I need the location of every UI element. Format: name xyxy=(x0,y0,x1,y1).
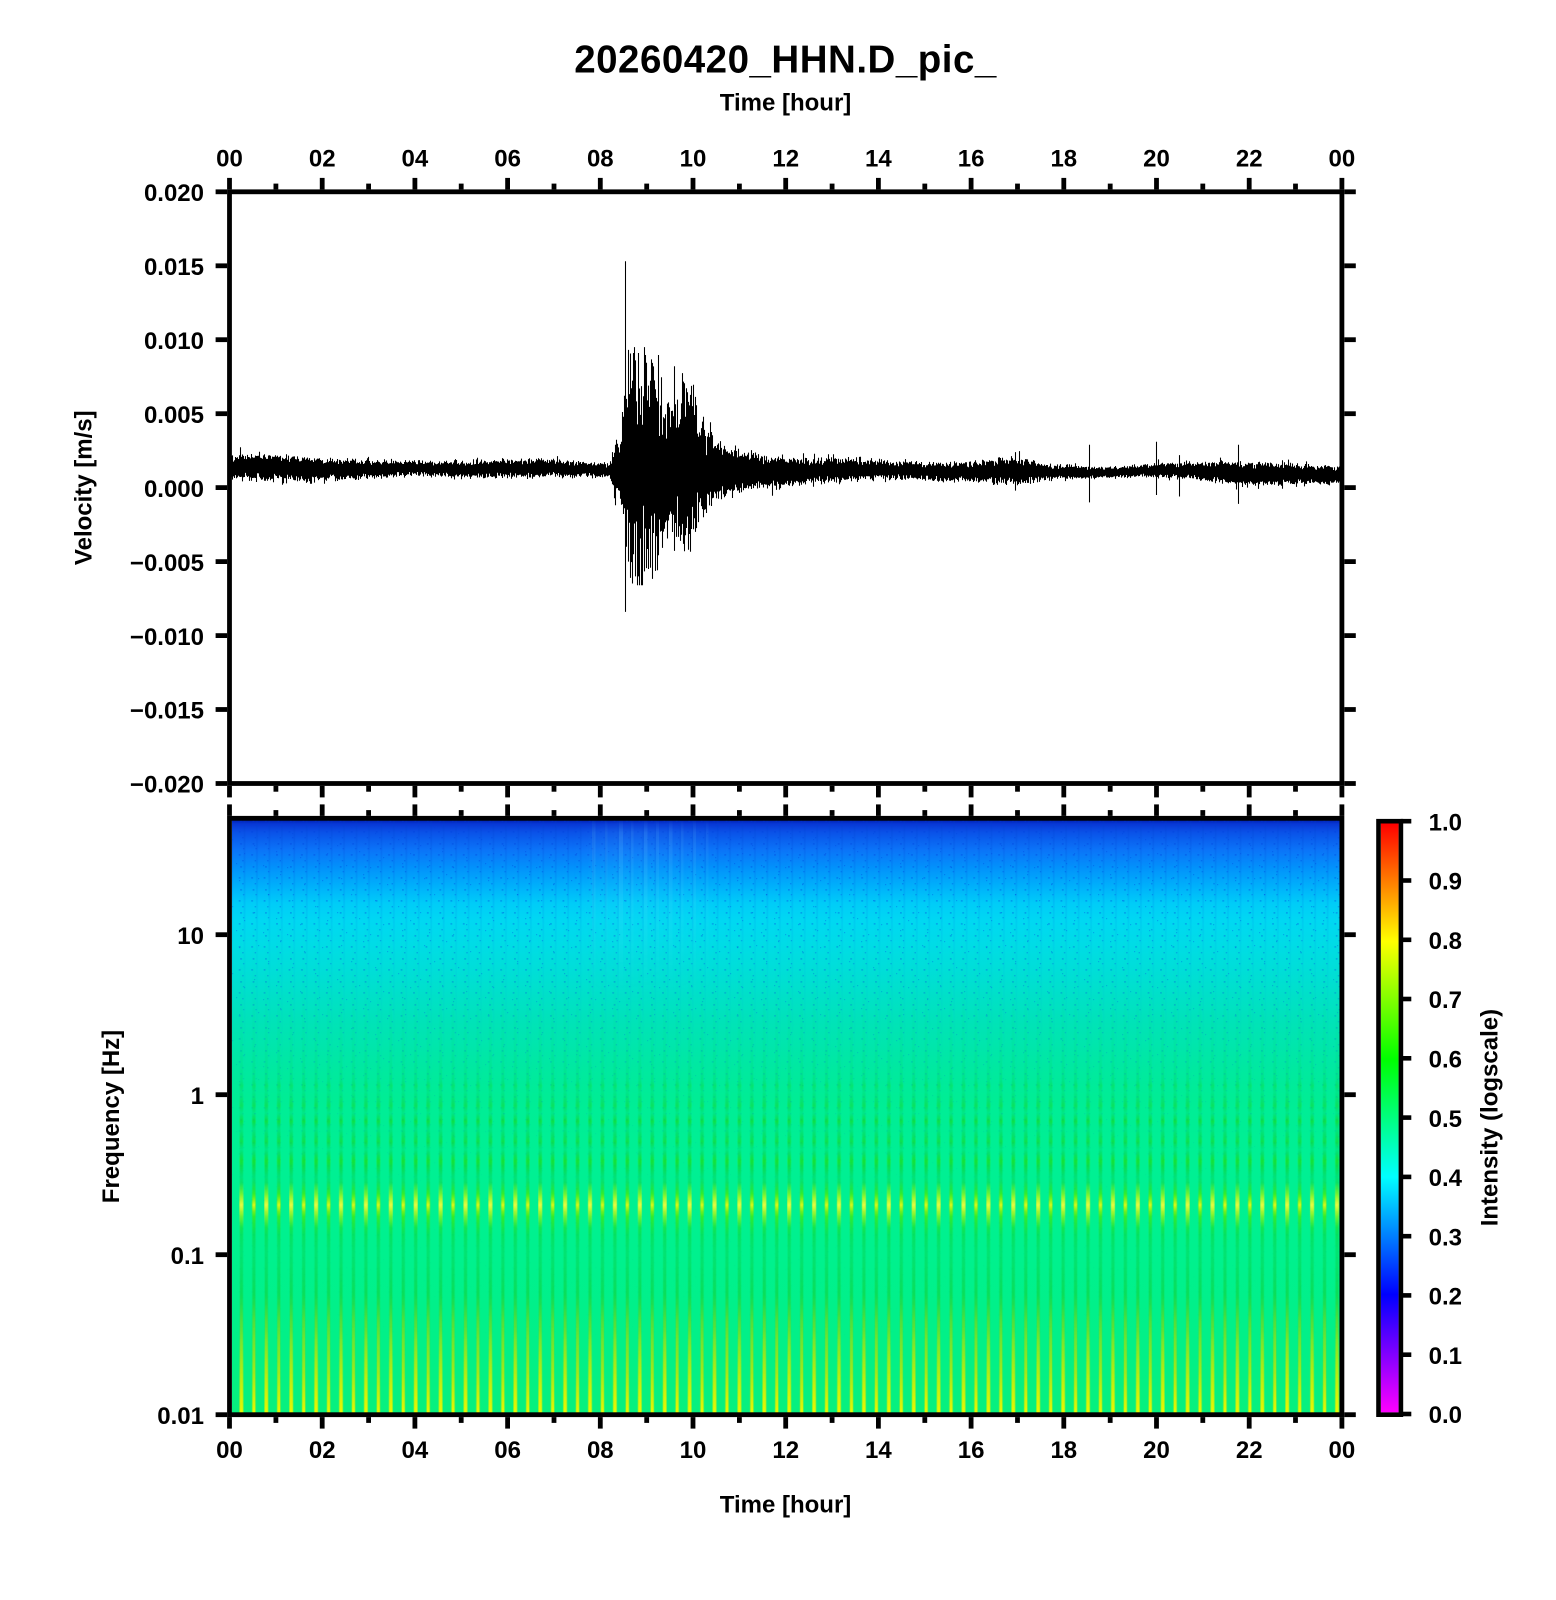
svg-text:Velocity [m/s]: Velocity [m/s] xyxy=(71,410,98,565)
svg-text:0.8: 0.8 xyxy=(1429,928,1462,955)
svg-text:20: 20 xyxy=(1143,146,1170,173)
svg-text:0.1: 0.1 xyxy=(171,1243,204,1270)
svg-text:22: 22 xyxy=(1236,1437,1263,1464)
svg-text:Frequency [Hz]: Frequency [Hz] xyxy=(98,1030,125,1203)
svg-text:0.0: 0.0 xyxy=(1429,1402,1462,1429)
svg-text:Time [hour]: Time [hour] xyxy=(720,1492,852,1519)
svg-text:0.3: 0.3 xyxy=(1429,1224,1462,1251)
svg-text:0.6: 0.6 xyxy=(1429,1047,1462,1074)
svg-text:0.005: 0.005 xyxy=(144,402,204,429)
svg-text:00: 00 xyxy=(216,146,243,173)
svg-text:14: 14 xyxy=(865,1437,892,1464)
svg-text:20: 20 xyxy=(1143,1437,1170,1464)
svg-text:00: 00 xyxy=(216,1437,243,1464)
svg-text:−0.005: −0.005 xyxy=(130,550,204,577)
svg-text:0.010: 0.010 xyxy=(144,328,204,355)
svg-text:02: 02 xyxy=(309,1437,336,1464)
svg-text:08: 08 xyxy=(587,146,614,173)
svg-text:00: 00 xyxy=(1329,1437,1356,1464)
svg-text:04: 04 xyxy=(402,1437,429,1464)
svg-text:18: 18 xyxy=(1050,146,1077,173)
svg-text:Intensity (logscale): Intensity (logscale) xyxy=(1477,1009,1504,1226)
svg-text:−0.010: −0.010 xyxy=(130,624,204,651)
svg-text:−0.020: −0.020 xyxy=(130,772,204,799)
svg-text:0.015: 0.015 xyxy=(144,254,204,281)
svg-text:10: 10 xyxy=(680,146,707,173)
svg-text:18: 18 xyxy=(1050,1437,1077,1464)
svg-text:00: 00 xyxy=(1329,146,1356,173)
svg-text:0.020: 0.020 xyxy=(144,180,204,207)
svg-text:10: 10 xyxy=(177,923,204,950)
svg-text:22: 22 xyxy=(1236,146,1263,173)
svg-text:06: 06 xyxy=(494,1437,521,1464)
svg-text:0.4: 0.4 xyxy=(1429,1165,1463,1192)
svg-text:0.2: 0.2 xyxy=(1429,1284,1462,1311)
svg-text:14: 14 xyxy=(865,146,892,173)
svg-text:10: 10 xyxy=(680,1437,707,1464)
svg-text:12: 12 xyxy=(772,1437,799,1464)
svg-text:0.9: 0.9 xyxy=(1429,869,1462,896)
svg-text:Time [hour]: Time [hour] xyxy=(720,90,852,117)
svg-text:0.01: 0.01 xyxy=(157,1403,204,1430)
svg-text:0.1: 0.1 xyxy=(1429,1343,1462,1370)
svg-text:0.000: 0.000 xyxy=(144,476,204,503)
svg-text:0.7: 0.7 xyxy=(1429,987,1462,1014)
svg-text:0.5: 0.5 xyxy=(1429,1106,1462,1133)
svg-text:06: 06 xyxy=(494,146,521,173)
svg-text:08: 08 xyxy=(587,1437,614,1464)
svg-text:16: 16 xyxy=(958,146,985,173)
svg-text:12: 12 xyxy=(772,146,799,173)
svg-text:1.0: 1.0 xyxy=(1429,809,1462,836)
svg-text:−0.015: −0.015 xyxy=(130,698,204,725)
svg-text:1: 1 xyxy=(191,1083,204,1110)
svg-text:16: 16 xyxy=(958,1437,985,1464)
svg-text:20260420_HHN.D_pic_: 20260420_HHN.D_pic_ xyxy=(574,39,997,82)
svg-text:04: 04 xyxy=(402,146,429,173)
svg-text:02: 02 xyxy=(309,146,336,173)
